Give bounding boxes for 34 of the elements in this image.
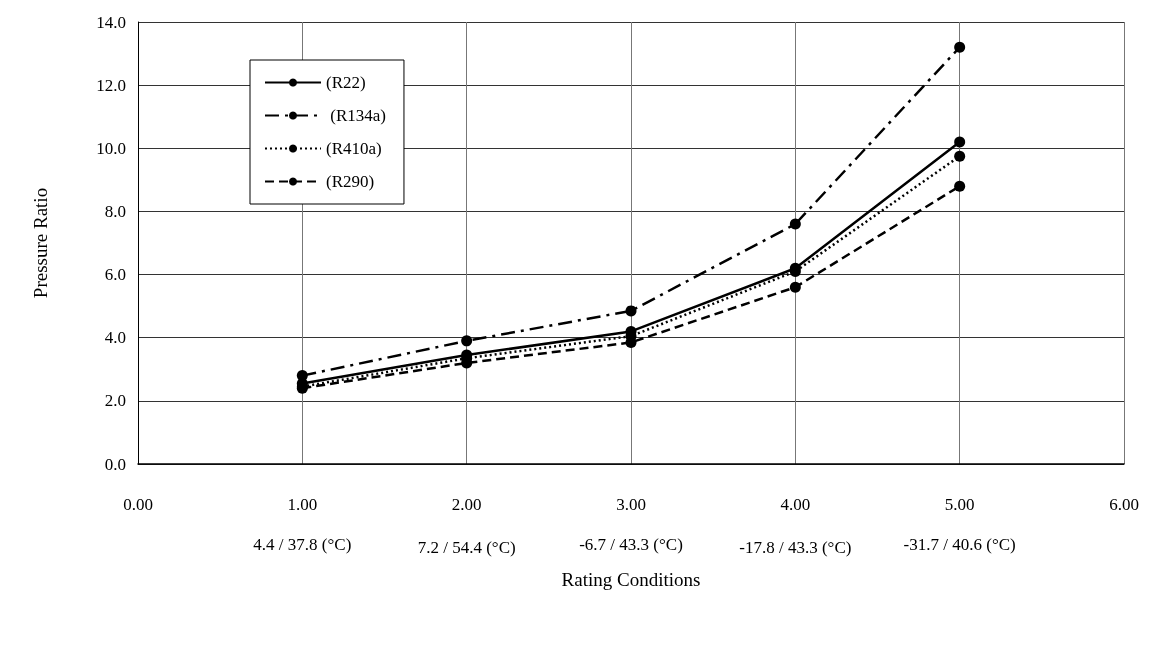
- point: [954, 41, 966, 53]
- y-tick-label: 12.0: [96, 75, 126, 95]
- x-tick-label: 5.00: [944, 495, 975, 514]
- point: [461, 335, 473, 347]
- y-tick-label: 2.0: [104, 391, 126, 411]
- x-tick-label: 4.00: [780, 495, 811, 514]
- point: [625, 305, 637, 317]
- y-tick-label: 0.0: [104, 454, 126, 474]
- x-axis-title: Rating Conditions: [561, 569, 701, 590]
- x-tick-label: 0.00: [123, 495, 153, 514]
- x-tick-label: 1.00: [287, 495, 318, 514]
- y-tick-label: 6.0: [104, 265, 126, 285]
- text: 4.4 / 37.8 (°C): [253, 534, 352, 554]
- y-tick-label: 10.0: [96, 138, 126, 158]
- point: [954, 136, 966, 148]
- legend-label: (R290): [326, 172, 375, 191]
- x-tick-label: 2.00: [451, 495, 482, 514]
- text: -31.7 / 40.6 (°C): [903, 534, 1016, 554]
- y-tick-label: 14.0: [96, 12, 126, 32]
- point: [789, 281, 801, 293]
- text: -17.8 / 43.3 (°C): [739, 537, 852, 557]
- point: [789, 218, 801, 230]
- x-tick-label: 6.00: [1109, 495, 1139, 514]
- point: [954, 150, 966, 162]
- point: [954, 180, 966, 192]
- text: 7.2 / 54.4 (°C): [417, 537, 516, 557]
- y-tick-label: 4.0: [104, 328, 126, 348]
- text: -6.7 / 43.3 (°C): [579, 534, 683, 554]
- legend-label: (R22): [326, 73, 366, 92]
- y-axis-title: Pressure Ratio: [30, 187, 51, 299]
- x-tick-label: 3.00: [616, 495, 646, 514]
- y-tick-label: 8.0: [104, 201, 126, 221]
- legend-label: (R134a): [326, 106, 386, 125]
- legend-label: (R410a): [326, 139, 382, 158]
